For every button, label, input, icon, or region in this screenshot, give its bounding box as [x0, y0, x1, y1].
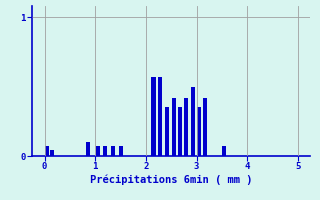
- Bar: [118, 146, 123, 156]
- Bar: [172, 98, 176, 156]
- Bar: [222, 146, 226, 156]
- Bar: [191, 87, 195, 156]
- Bar: [184, 98, 188, 156]
- Bar: [203, 98, 207, 156]
- Bar: [197, 107, 201, 156]
- X-axis label: Précipitations 6min ( mm ): Précipitations 6min ( mm ): [90, 174, 252, 185]
- Bar: [50, 150, 54, 156]
- Bar: [45, 146, 49, 156]
- Bar: [96, 146, 100, 156]
- Bar: [178, 107, 182, 156]
- Bar: [111, 146, 115, 156]
- Bar: [86, 142, 90, 156]
- Bar: [151, 77, 156, 156]
- Bar: [157, 77, 162, 156]
- Bar: [165, 107, 169, 156]
- Bar: [103, 146, 108, 156]
